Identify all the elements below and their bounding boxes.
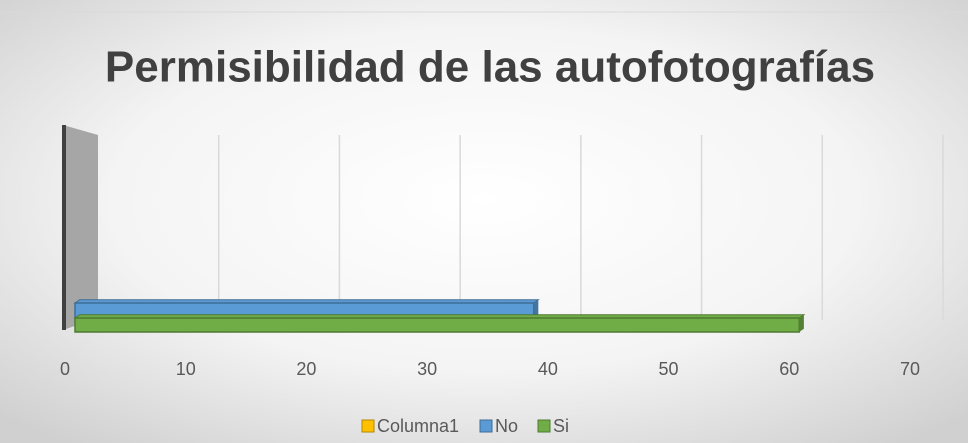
x-tick-label: 60 — [779, 359, 799, 379]
legend-label: Si — [553, 416, 569, 436]
bar-face — [799, 314, 804, 332]
side-wall — [63, 125, 98, 330]
chart-title: Permisibilidad de las autofotografías — [105, 43, 875, 92]
x-tick-label: 0 — [60, 359, 70, 379]
legend-swatch — [479, 419, 493, 433]
x-tick-label: 30 — [417, 359, 437, 379]
legend-swatch — [537, 419, 551, 433]
x-tick-label: 50 — [659, 359, 679, 379]
legend-swatch — [361, 419, 375, 433]
legend-label: No — [495, 416, 518, 436]
bar — [73, 314, 806, 333]
bar-face — [74, 317, 801, 333]
x-tick-label: 40 — [538, 359, 558, 379]
x-tick-label: 10 — [176, 359, 196, 379]
x-tick-label: 20 — [296, 359, 316, 379]
legend-label: Columna1 — [377, 416, 459, 436]
x-tick-label: 70 — [900, 359, 920, 379]
bar-face — [533, 299, 539, 318]
